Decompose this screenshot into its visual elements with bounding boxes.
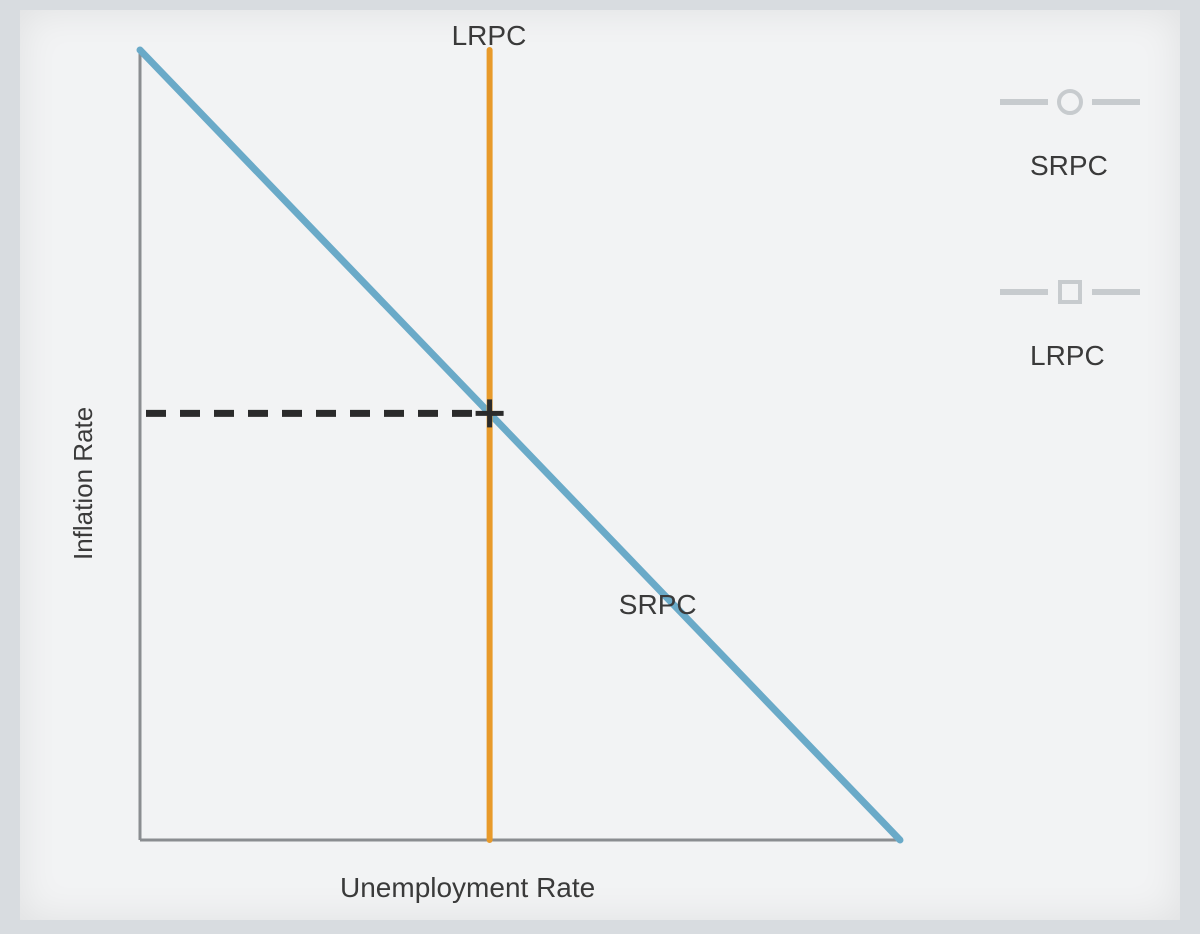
srpc-curve-label: SRPC bbox=[619, 589, 697, 621]
phillips-curve-chart bbox=[20, 10, 1180, 920]
y-axis-label: Inflation Rate bbox=[68, 407, 99, 560]
lrpc-curve-label: LRPC bbox=[452, 20, 527, 52]
legend-item-label: SRPC bbox=[1030, 150, 1108, 182]
chart-page: Inflation Rate Unemployment Rate LRPC SR… bbox=[20, 10, 1180, 920]
chart-stage: Inflation Rate Unemployment Rate LRPC SR… bbox=[0, 0, 1200, 934]
x-axis-label: Unemployment Rate bbox=[340, 872, 595, 904]
legend-item-label: LRPC bbox=[1030, 340, 1105, 372]
